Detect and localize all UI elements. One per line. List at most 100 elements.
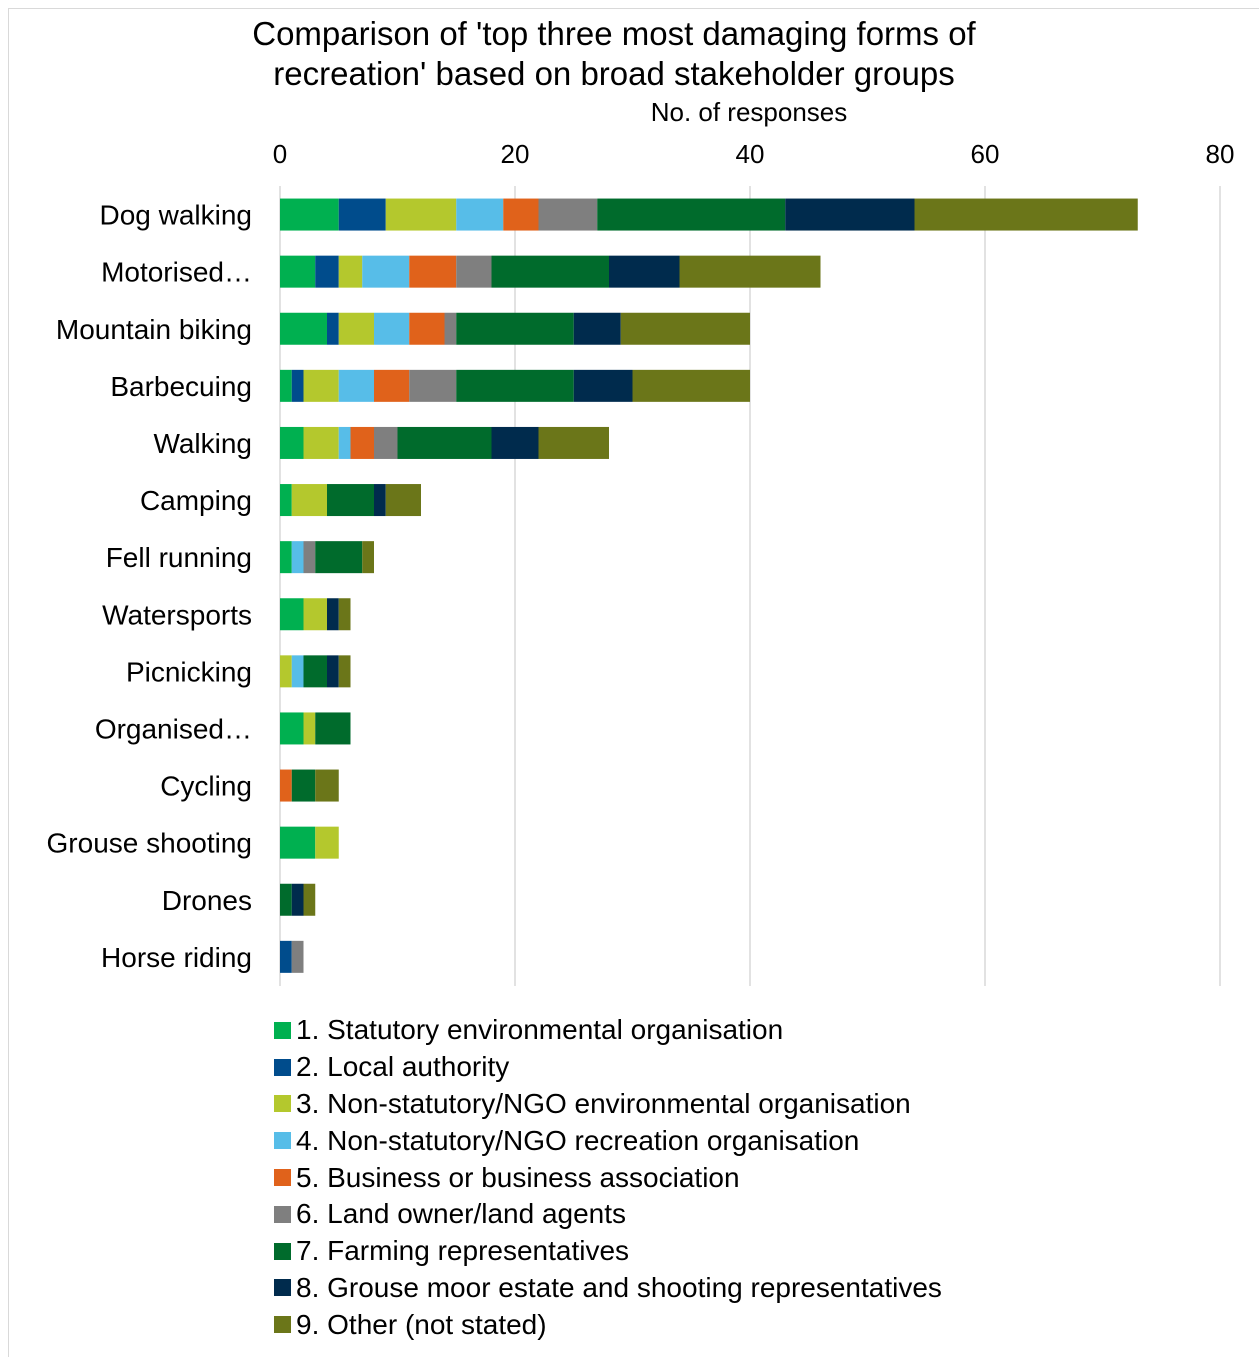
bar-segment bbox=[456, 369, 574, 402]
bar-segment bbox=[385, 484, 421, 517]
bar-segment bbox=[303, 426, 339, 459]
legend-swatch bbox=[274, 1205, 291, 1223]
category-label: Cycling bbox=[160, 771, 252, 802]
legend-item: 2. Local authority bbox=[274, 1049, 942, 1086]
legend-label: 3. Non-statutory/NGO environmental organ… bbox=[296, 1087, 911, 1119]
bar-segment bbox=[291, 484, 327, 517]
bar-segment bbox=[573, 312, 621, 345]
bar-segment bbox=[374, 369, 410, 402]
bar-segment bbox=[914, 198, 1138, 231]
legend-swatch bbox=[274, 1021, 291, 1039]
bar-segment bbox=[327, 312, 339, 345]
stacked-bar-plot: 0 20 40 60 80 Dog walking Motorised… Mountain … bbox=[47, 139, 1235, 986]
legend-label: 1. Statutory environmental organisation bbox=[296, 1014, 784, 1046]
bar-segment bbox=[444, 312, 457, 345]
bar-segment bbox=[280, 312, 327, 345]
bar-segment bbox=[303, 369, 339, 402]
legend-label: 2. Local authority bbox=[296, 1051, 510, 1083]
bar-segment bbox=[280, 712, 304, 745]
bar-segment bbox=[338, 369, 374, 402]
legend-label: 4. Non-statutory/NGO recreation organisa… bbox=[296, 1124, 860, 1156]
bar-segment bbox=[632, 369, 750, 402]
bar-segment bbox=[315, 769, 339, 802]
legend-swatch bbox=[274, 1169, 291, 1187]
bar-segment bbox=[280, 769, 292, 802]
category-label: Organised… bbox=[95, 713, 252, 744]
legend-swatch bbox=[274, 1279, 291, 1297]
x-tick-label: 20 bbox=[501, 139, 530, 169]
bar-segment bbox=[280, 940, 292, 973]
bar-segment bbox=[280, 883, 292, 916]
bar-segment bbox=[362, 255, 410, 288]
bar-segment bbox=[374, 426, 398, 459]
legend-item: 6. Land owner/land agents bbox=[274, 1196, 942, 1233]
bar-segment bbox=[327, 598, 339, 631]
bar-segment bbox=[385, 198, 457, 231]
bar-segment bbox=[409, 255, 457, 288]
x-tick-label: 60 bbox=[971, 139, 1000, 169]
bar-segment bbox=[280, 826, 316, 859]
bar-segment bbox=[785, 198, 915, 231]
bar-segment bbox=[315, 712, 351, 745]
bar-segment bbox=[409, 369, 457, 402]
bar-segment bbox=[280, 655, 292, 688]
gridlines bbox=[279, 186, 1221, 986]
category-label: Mountain biking bbox=[56, 314, 252, 345]
bar-segment bbox=[338, 198, 386, 231]
bar-segment bbox=[609, 255, 680, 288]
bar-segment bbox=[280, 598, 304, 631]
x-axis-title: No. of responses bbox=[650, 97, 848, 127]
chart-title: Comparison of 'top three most damaging f… bbox=[252, 15, 976, 92]
bar-segment bbox=[409, 312, 445, 345]
bar-segment bbox=[573, 369, 633, 402]
legend-swatch bbox=[274, 1316, 291, 1334]
x-tick-label: 40 bbox=[736, 139, 765, 169]
bar-segment bbox=[679, 255, 821, 288]
category-label: Fell running bbox=[106, 542, 252, 573]
bar-segment bbox=[327, 655, 339, 688]
legend-label: 9. Other (not stated) bbox=[296, 1308, 547, 1340]
bar-segment bbox=[338, 426, 351, 459]
bar-segment bbox=[374, 312, 410, 345]
legend-item: 8. Grouse moor estate and shooting repre… bbox=[274, 1270, 942, 1307]
chart-frame bbox=[8, 8, 1259, 1357]
bar-segment bbox=[303, 598, 327, 631]
bar-segment bbox=[374, 484, 386, 517]
bar-segment bbox=[538, 198, 598, 231]
bar-segment bbox=[338, 598, 351, 631]
bar-segment bbox=[503, 198, 539, 231]
bar-segment bbox=[315, 826, 339, 859]
legend-item: 7. Farming representatives bbox=[274, 1233, 942, 1270]
category-label: Dog walking bbox=[99, 200, 252, 231]
category-label: Watersports bbox=[102, 599, 252, 630]
bar-segment bbox=[338, 255, 363, 288]
legend-item: 3. Non-statutory/NGO environmental organ… bbox=[274, 1086, 942, 1123]
bar-segment bbox=[338, 312, 374, 345]
bar-segment bbox=[280, 541, 292, 574]
category-label: Walking bbox=[153, 428, 252, 459]
legend-item: 5. Business or business association bbox=[274, 1159, 942, 1196]
legend-item: 4. Non-statutory/NGO recreation organisa… bbox=[274, 1122, 942, 1159]
x-tick-label: 0 bbox=[273, 139, 287, 169]
category-label: Barbecuing bbox=[110, 371, 252, 402]
bar-segment bbox=[315, 541, 363, 574]
bar-segment bbox=[620, 312, 750, 345]
bar-segment bbox=[327, 484, 374, 517]
x-tick-label: 80 bbox=[1206, 139, 1235, 169]
bar-segment bbox=[456, 198, 504, 231]
category-label: Horse riding bbox=[101, 942, 252, 973]
bar-segment bbox=[456, 255, 492, 288]
bar-segment bbox=[350, 426, 374, 459]
bar-segment bbox=[362, 541, 374, 574]
category-label: Camping bbox=[140, 485, 252, 516]
bar-segment bbox=[338, 655, 351, 688]
bar-segment bbox=[291, 655, 304, 688]
bars bbox=[280, 198, 1138, 973]
bar-segment bbox=[280, 484, 292, 517]
bar-segment bbox=[597, 198, 786, 231]
legend-label: 7. Farming representatives bbox=[296, 1235, 630, 1267]
bar-segment bbox=[491, 426, 539, 459]
bar-segment bbox=[280, 255, 316, 288]
bar-segment bbox=[280, 369, 292, 402]
bar-segment bbox=[397, 426, 492, 459]
